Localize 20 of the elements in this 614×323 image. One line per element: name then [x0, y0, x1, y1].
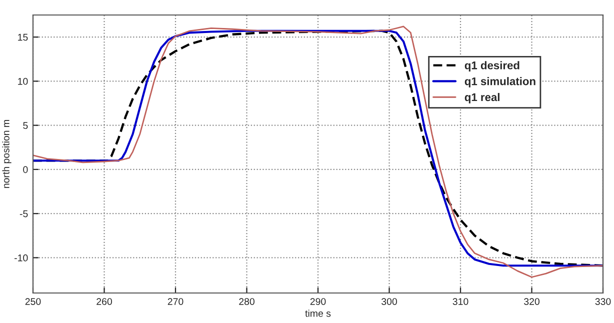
x-tick-label: 320 — [524, 298, 540, 305]
x-tick-label: 300 — [382, 298, 397, 305]
x-tick-label: 260 — [96, 298, 112, 305]
x-tick-label: 270 — [168, 298, 184, 305]
y-tick-label: 0 — [23, 166, 28, 174]
x-tick-label: 330 — [595, 298, 611, 305]
y-tick-label: 15 — [18, 34, 28, 41]
x-tick-label: 250 — [25, 298, 41, 305]
x-tick-label: 290 — [310, 298, 326, 305]
x-tick-label: 280 — [239, 298, 254, 305]
y-tick-label: 5 — [23, 122, 28, 129]
y-tick-label: -5 — [20, 210, 28, 218]
y-tick-label: 10 — [18, 78, 28, 85]
y-axis-title: north position m — [2, 120, 12, 188]
legend-label: q1 real — [464, 92, 500, 104]
legend-label: q1 simulation — [464, 77, 536, 88]
legend-label: q1 desired — [464, 61, 520, 72]
x-axis-title: time s — [305, 310, 331, 317]
y-tick-label: -10 — [14, 254, 28, 262]
x-tick-label: 310 — [452, 298, 468, 305]
